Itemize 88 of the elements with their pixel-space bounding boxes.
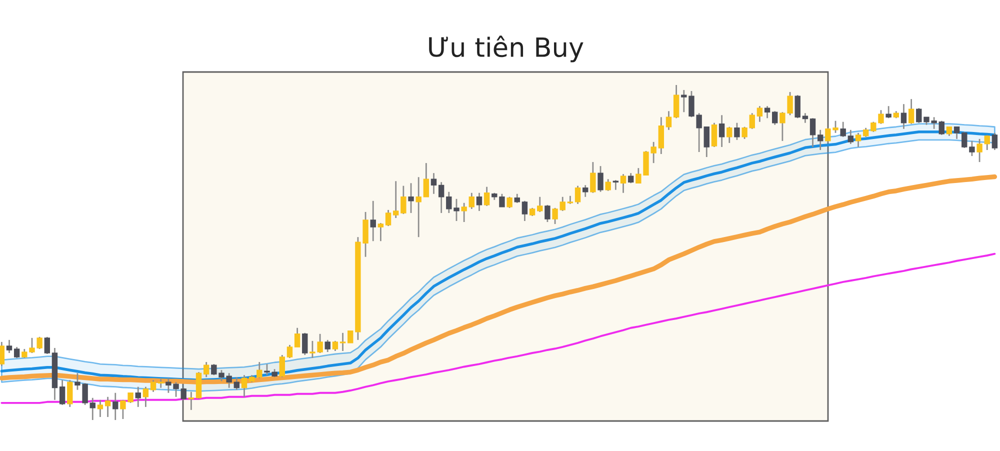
candlestick (104, 396, 111, 418)
candlestick (400, 185, 406, 215)
candlestick (14, 346, 20, 359)
candlestick (718, 114, 725, 148)
candlestick (332, 340, 338, 352)
candlestick (234, 376, 240, 391)
candlestick (976, 138, 982, 163)
candlestick (499, 193, 505, 208)
candlestick (756, 105, 763, 123)
candlestick (938, 120, 944, 136)
candlestick (392, 180, 399, 219)
candlestick (734, 122, 740, 141)
candlestick (749, 112, 755, 130)
candlestick (900, 103, 907, 130)
candlestick (916, 107, 922, 124)
candlestick (598, 165, 604, 193)
candlestick (954, 126, 960, 140)
candlestick (946, 126, 952, 137)
candlestick (984, 134, 990, 151)
candlestick (438, 181, 444, 214)
candlestick (862, 127, 869, 138)
candlestick (476, 192, 482, 212)
candlestick (279, 354, 285, 378)
candlestick (681, 89, 687, 113)
candlestick (574, 185, 581, 205)
candlestick (348, 330, 354, 344)
candlestick (112, 392, 118, 421)
candlestick (142, 386, 149, 408)
candlestick (962, 131, 968, 149)
candlestick (506, 196, 512, 209)
candlestick (726, 126, 732, 144)
candlestick (666, 110, 672, 131)
candlestick (704, 126, 710, 158)
candlestick (992, 132, 998, 151)
candlestick (90, 397, 96, 421)
candlestick (658, 116, 664, 155)
candlestick (590, 161, 596, 194)
candlestick (378, 222, 384, 242)
candlestick (44, 336, 50, 355)
candlestick (772, 110, 778, 126)
candlestick (544, 204, 550, 223)
candlestick (67, 379, 73, 408)
candlestick (6, 339, 12, 354)
candlestick (286, 344, 293, 359)
candlestick (848, 129, 854, 145)
candlestick (514, 193, 520, 204)
candlestick (484, 186, 490, 207)
candlestick (370, 200, 376, 242)
candlestick (302, 332, 308, 356)
candlestick (764, 105, 770, 119)
candlestick (0, 341, 5, 367)
candlestick (969, 140, 975, 157)
candlestick (468, 192, 474, 210)
candlestick (794, 94, 800, 119)
candlestick (560, 196, 566, 212)
candlestick (537, 196, 543, 213)
candlestick (620, 173, 626, 194)
candlestick (742, 126, 748, 140)
candlestick (294, 327, 300, 348)
candlestick (810, 117, 816, 148)
candlestick (97, 399, 104, 418)
candlestick (324, 339, 330, 353)
candlestick (423, 162, 430, 198)
candlestick (150, 379, 156, 393)
candlestick (908, 98, 914, 125)
candlestick (430, 172, 437, 195)
candlestick (59, 379, 66, 406)
candlestick (241, 374, 248, 398)
candlestick (605, 178, 611, 192)
candlestick (461, 202, 467, 223)
candlestick (552, 207, 558, 225)
candlestick (817, 129, 824, 151)
candlestick (628, 172, 634, 184)
candlestick (340, 332, 346, 352)
candlestick (855, 132, 862, 148)
candlestick (408, 182, 414, 214)
candlestick (840, 121, 846, 138)
candlestick (886, 105, 892, 119)
chart-title: Ưu tiên Buy (429, 36, 584, 62)
candlestick (385, 209, 392, 227)
candlestick (582, 184, 588, 198)
candlestick (135, 386, 141, 408)
candlestick (256, 361, 262, 379)
candlestick (203, 361, 210, 378)
candlestick (711, 122, 718, 148)
candlestick (416, 176, 422, 238)
candlestick (673, 84, 680, 119)
candlestick (522, 200, 528, 222)
